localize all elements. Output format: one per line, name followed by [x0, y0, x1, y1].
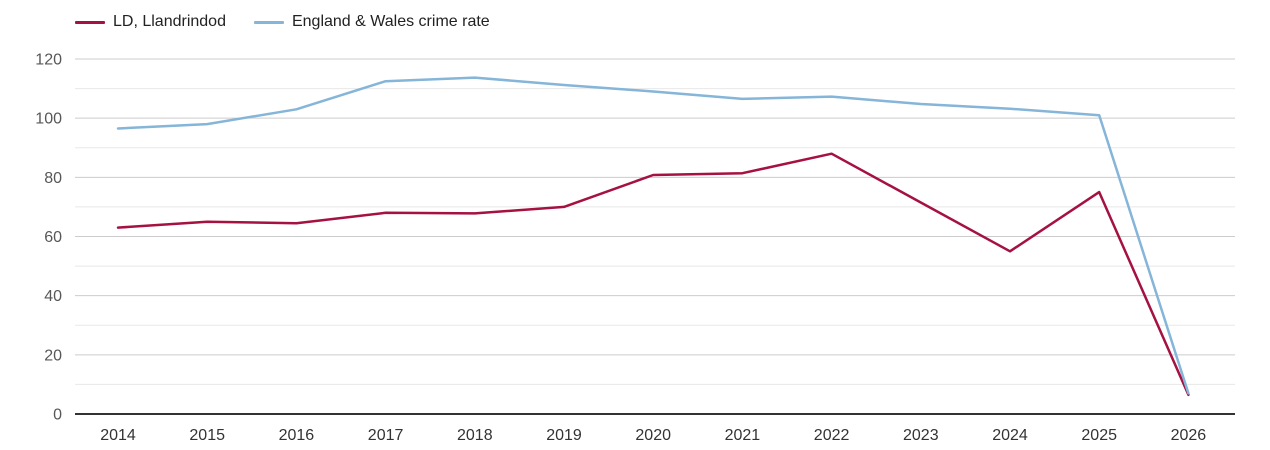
y-axis-tick-label: 120	[35, 52, 62, 69]
x-axis-tick-label: 2022	[814, 427, 850, 444]
x-axis-tick-label: 2018	[457, 427, 493, 444]
legend-item-ld-llandrindod: LD, Llandrindod	[75, 13, 226, 31]
legend-label-england-wales: England & Wales crime rate	[291, 13, 490, 30]
x-axis-tick-label: 2017	[368, 427, 404, 444]
y-axis-tick-label: 60	[44, 229, 62, 246]
x-axis-tick-label: 2019	[546, 427, 582, 444]
legend-line-swatch-england-wales	[253, 20, 284, 24]
series-line-ld-llandrindod	[116, 152, 1190, 397]
legend-label-ld: LD, Llandrindod	[113, 13, 226, 30]
legend-item-england-wales: England & Wales crime rate	[253, 13, 490, 31]
x-axis-tick-label: 2020	[635, 427, 671, 444]
x-axis-tick-label: 2024	[992, 427, 1028, 444]
chart-legend: LD, Llandrindod England & Wales crime ra…	[75, 13, 490, 31]
y-axis-tick-label: 0	[53, 407, 62, 424]
x-axis-tick-label: 2026	[1171, 427, 1207, 444]
x-axis-tick-label: 2023	[903, 427, 939, 444]
x-axis-tick-label: 2015	[189, 427, 225, 444]
y-axis-tick-label: 100	[35, 111, 62, 128]
legend-line-swatch-ld	[75, 20, 105, 24]
y-axis-tick-label: 40	[44, 288, 62, 305]
series-line-england-wales	[116, 76, 1190, 395]
y-axis-tick-label: 20	[44, 347, 62, 364]
x-axis-tick-label: 2014	[100, 427, 136, 444]
x-axis-tick-label: 2025	[1081, 427, 1117, 444]
y-axis-tick-label: 80	[44, 170, 62, 187]
x-axis-tick-label: 2016	[279, 427, 315, 444]
x-axis-tick-label: 2021	[725, 427, 761, 444]
